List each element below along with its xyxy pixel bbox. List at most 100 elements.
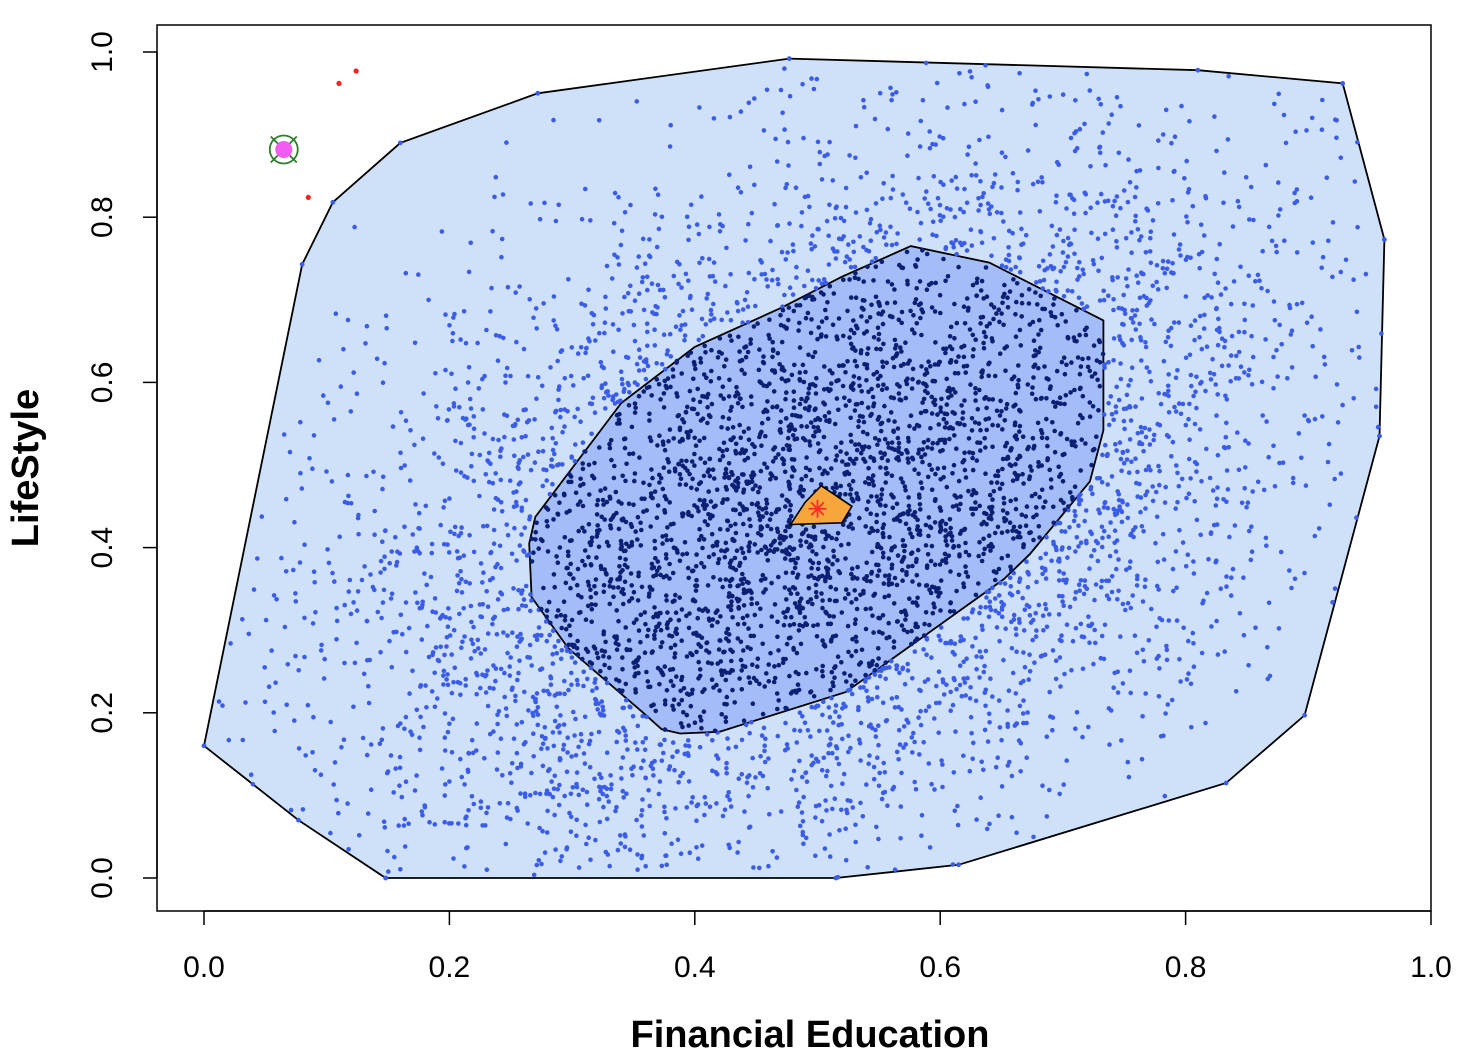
outer-point xyxy=(876,742,881,748)
outer-point xyxy=(1185,190,1191,195)
inner-point xyxy=(871,456,876,461)
outer-point xyxy=(610,397,615,403)
outer-point xyxy=(1186,638,1191,644)
outer-point xyxy=(444,418,450,423)
inner-point xyxy=(566,553,571,559)
outer-point xyxy=(1184,214,1189,219)
outer-point xyxy=(366,700,372,706)
outer-point xyxy=(446,821,452,826)
inner-point xyxy=(728,603,734,608)
inner-point xyxy=(678,688,683,694)
outer-point xyxy=(1338,269,1344,275)
outer-point xyxy=(490,436,496,442)
outer-point xyxy=(502,670,507,676)
outer-point xyxy=(603,306,609,311)
outer-point xyxy=(794,740,800,745)
inner-point xyxy=(947,389,952,394)
outer-point xyxy=(527,642,533,648)
outer-point xyxy=(644,714,649,720)
outer-point xyxy=(951,245,956,250)
outer-point xyxy=(813,286,819,291)
inner-point xyxy=(656,382,662,387)
inner-point xyxy=(544,608,550,613)
inner-point xyxy=(924,251,930,257)
outer-point xyxy=(1106,400,1111,406)
outer-point xyxy=(1123,235,1129,241)
inner-point xyxy=(917,279,923,284)
outer-point xyxy=(1198,532,1203,538)
outer-point xyxy=(553,323,558,329)
outer-point xyxy=(1142,425,1148,431)
outer-point xyxy=(1020,241,1026,246)
inner-point xyxy=(996,566,1002,572)
inner-point xyxy=(906,503,912,509)
outer-point xyxy=(1213,382,1218,387)
outer-point xyxy=(533,790,538,796)
outer-point xyxy=(403,418,409,424)
outer-point xyxy=(1101,505,1107,510)
inner-point xyxy=(855,326,860,331)
outer-point xyxy=(769,277,775,283)
outer-point xyxy=(622,386,627,392)
outer-point xyxy=(813,756,819,762)
outer-point xyxy=(1223,286,1228,291)
outer-point xyxy=(1213,503,1219,508)
inner-point xyxy=(926,533,931,539)
outer-point xyxy=(1098,191,1104,197)
outer-point xyxy=(785,139,791,145)
inner-point xyxy=(859,647,865,653)
inner-point xyxy=(958,501,963,507)
outer-point xyxy=(441,542,447,547)
outer-point xyxy=(596,701,601,706)
inner-point xyxy=(667,500,672,505)
inner-point xyxy=(906,460,911,465)
inner-point xyxy=(879,492,884,497)
inner-point xyxy=(758,578,764,583)
inner-point xyxy=(1008,448,1014,453)
outer-point xyxy=(805,268,811,274)
outer-point xyxy=(521,597,527,602)
inner-point xyxy=(835,558,840,563)
inner-point xyxy=(755,656,761,661)
outer-point xyxy=(1176,247,1182,252)
outer-point xyxy=(1102,500,1107,506)
outer-point xyxy=(458,569,463,574)
outer-point xyxy=(1076,295,1082,301)
outer-point xyxy=(1173,375,1179,381)
outer-point xyxy=(926,704,932,709)
inner-point xyxy=(994,311,999,316)
outer-point xyxy=(736,776,742,781)
outer-point xyxy=(1139,358,1144,363)
inner-point xyxy=(947,344,953,349)
outer-point xyxy=(515,417,521,423)
outer-point xyxy=(565,750,570,755)
outer-point xyxy=(1263,535,1269,541)
outer-point xyxy=(1163,484,1168,490)
outer-point xyxy=(604,263,610,269)
outer-point xyxy=(974,817,979,822)
inner-point xyxy=(851,318,856,323)
outer-point xyxy=(492,194,497,200)
outer-point xyxy=(903,200,909,205)
outer-point xyxy=(984,595,989,600)
inner-point xyxy=(658,572,663,578)
outer-point xyxy=(333,311,339,317)
outer-point xyxy=(521,454,526,460)
inner-point xyxy=(666,469,672,475)
outer-point xyxy=(1157,468,1162,474)
inner-point xyxy=(705,660,711,665)
outer-point xyxy=(291,567,296,573)
outer-point xyxy=(705,291,711,297)
inner-point xyxy=(667,561,672,567)
outer-point xyxy=(1015,179,1021,185)
outer-point xyxy=(550,794,556,800)
inner-point xyxy=(892,419,897,424)
inner-point xyxy=(791,647,796,652)
inner-point xyxy=(834,453,840,458)
outer-point xyxy=(940,677,946,682)
outer-point xyxy=(433,371,438,376)
inner-point xyxy=(900,265,906,271)
outer-point xyxy=(627,847,633,852)
outer-point xyxy=(622,210,628,215)
outer-point xyxy=(510,630,515,635)
